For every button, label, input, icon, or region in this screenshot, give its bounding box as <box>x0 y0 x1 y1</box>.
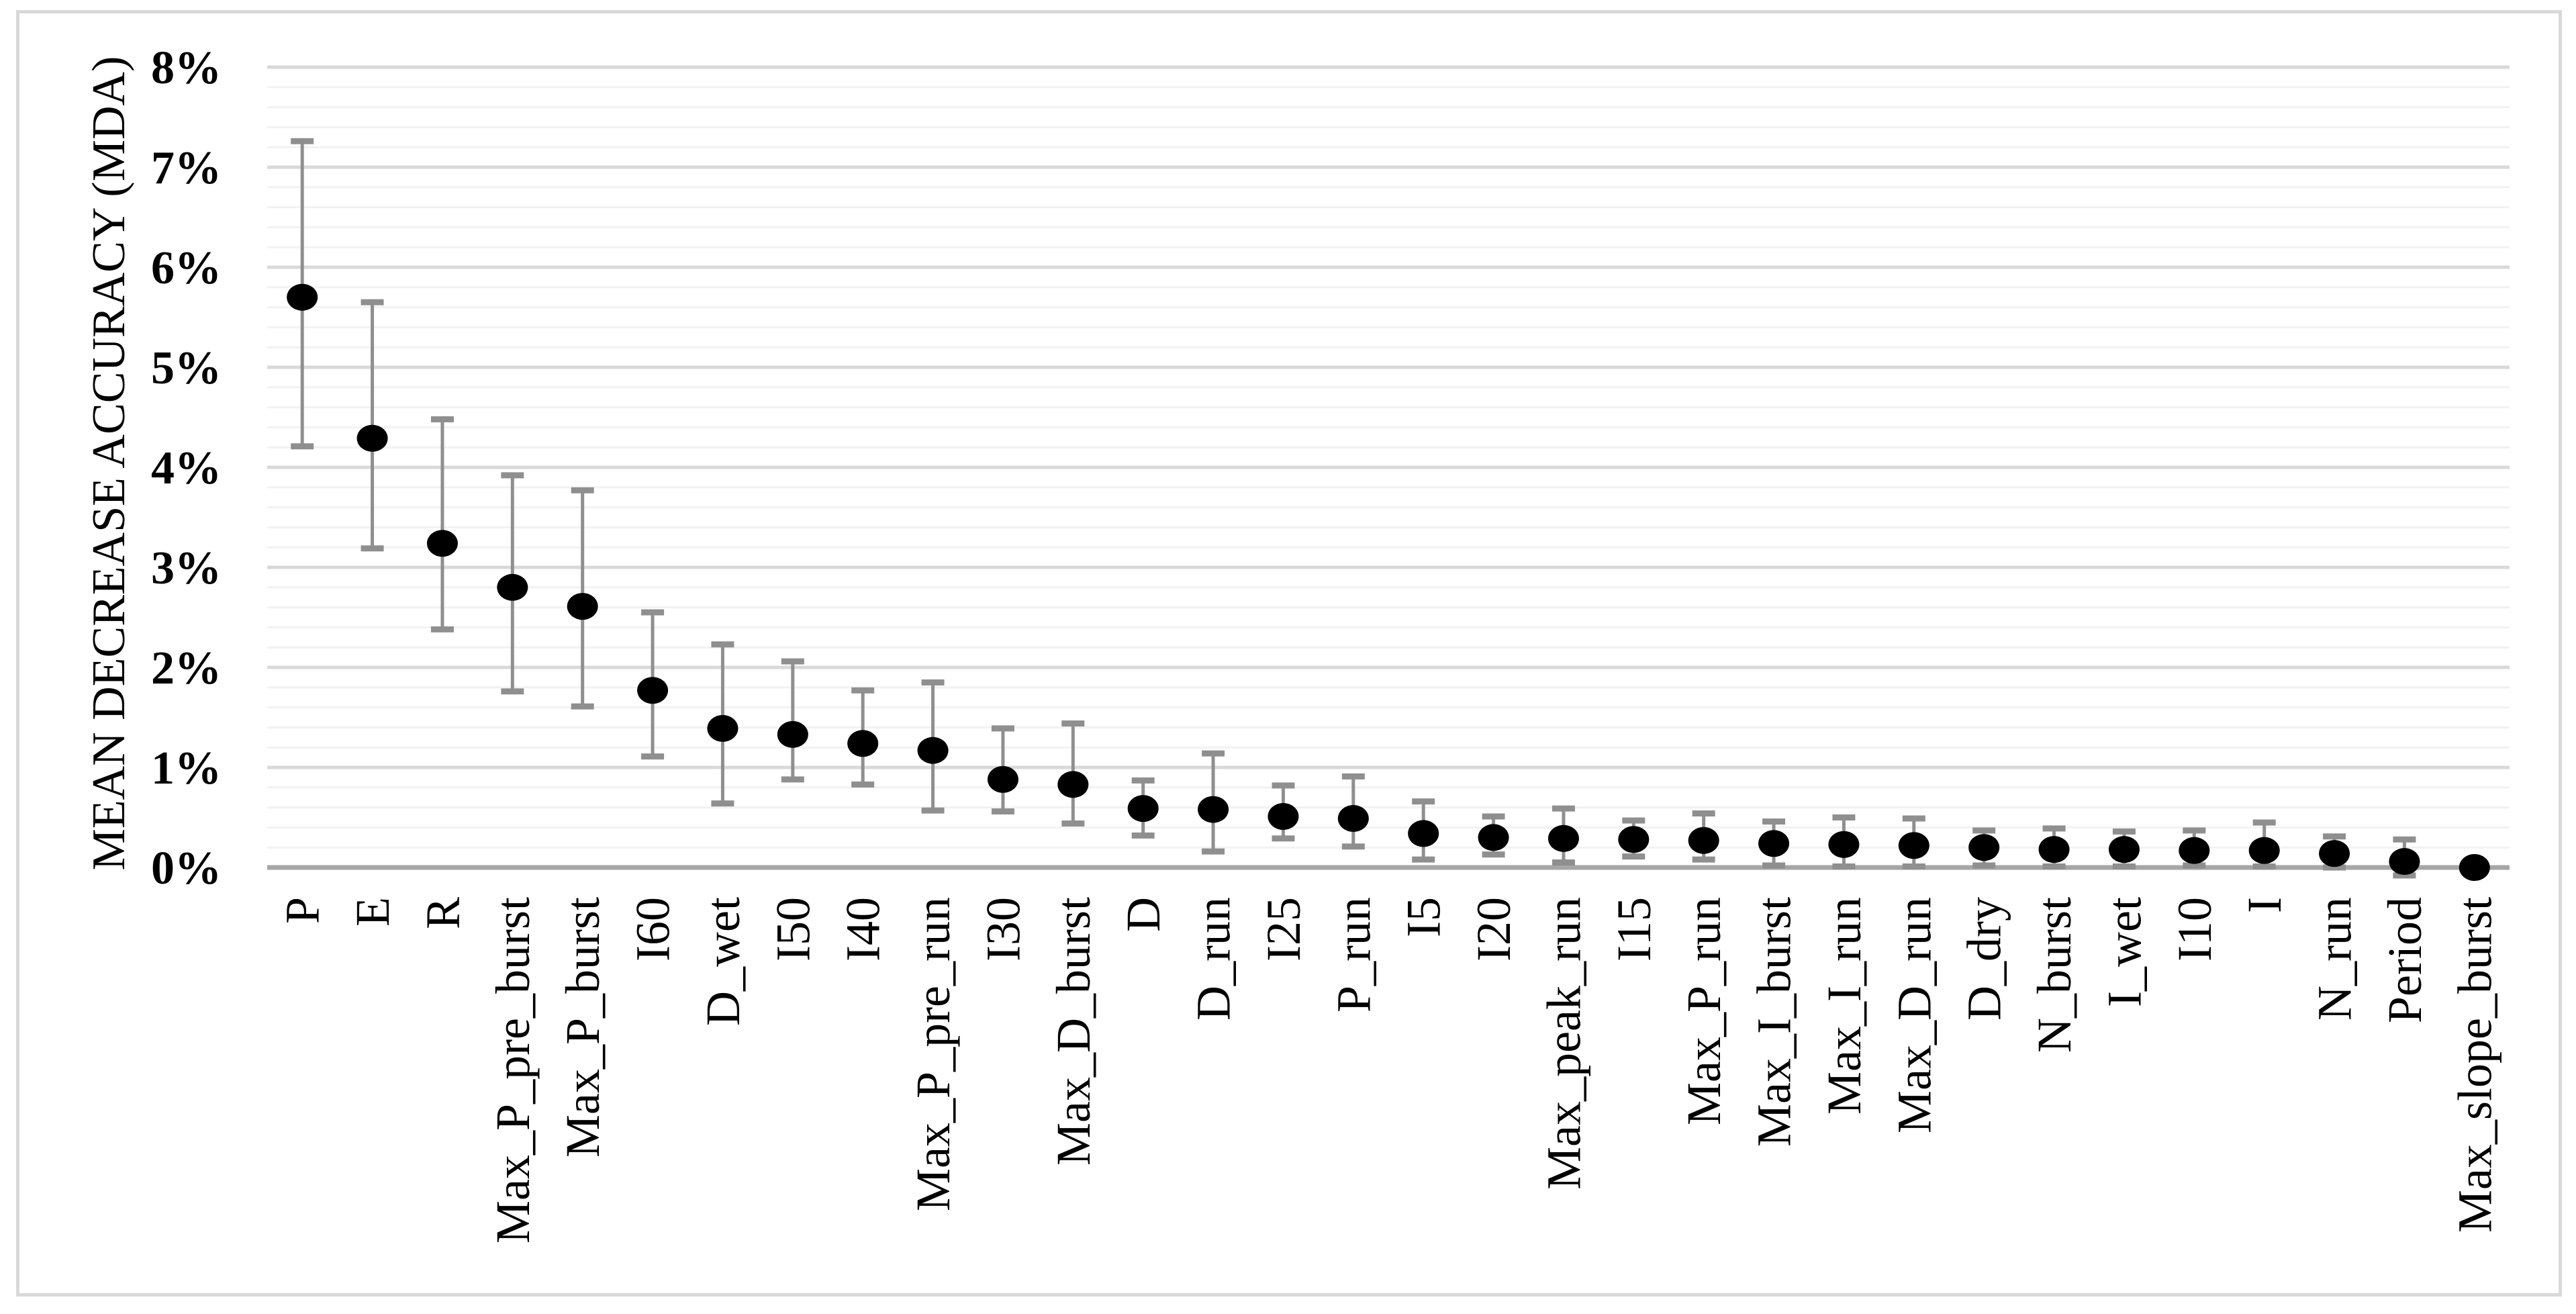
data-point <box>2248 837 2280 864</box>
minor-gridlines <box>267 86 2510 849</box>
x-category-label: D <box>1116 897 1170 932</box>
x-category-label: I10 <box>2168 897 2222 961</box>
x-category-label: I30 <box>976 897 1030 961</box>
x-category-label: Max_P_pre_burst <box>486 897 540 1243</box>
x-category-label: I25 <box>1257 897 1310 961</box>
x-category-label: N_burst <box>2028 897 2081 1053</box>
data-point <box>1618 826 1650 853</box>
x-category-label: R <box>416 897 469 929</box>
x-category-label: I50 <box>766 897 820 961</box>
data-point <box>1127 795 1159 823</box>
x-category-label: I15 <box>1607 897 1661 961</box>
chart-border-frame <box>16 10 2562 1297</box>
x-category-label: N_run <box>2308 897 2362 1021</box>
x-category-label: Period <box>2378 897 2432 1023</box>
data-point <box>1968 834 2000 861</box>
x-category-label: Max_P_pre_run <box>906 897 960 1211</box>
x-axis-category-labels: P E R Max_P_pre_burst Max_P_burst I60 D_wet I50… <box>276 897 2502 1243</box>
data-point <box>917 737 949 764</box>
data-point <box>287 283 318 311</box>
x-category-label: I5 <box>1397 897 1451 937</box>
data-point <box>707 714 738 742</box>
data-point <box>1547 825 1579 852</box>
data-point <box>987 765 1018 793</box>
y-tick-label: 7% <box>151 142 222 194</box>
y-tick-label: 1% <box>151 743 222 794</box>
y-tick-label: 5% <box>151 342 222 394</box>
y-axis-tick-labels: 0% 1% 2% 3% 4% 5% 6% 7% 8% <box>151 42 222 894</box>
x-category-label: D_run <box>1187 897 1241 1021</box>
y-tick-label: 6% <box>151 242 222 294</box>
x-category-label: Max_P_burst <box>556 897 610 1158</box>
error-bar <box>781 658 804 783</box>
x-category-label: Max_I_burst <box>1748 897 1801 1147</box>
data-point <box>2108 836 2140 863</box>
data-point <box>1828 831 1860 858</box>
y-axis-title: MEAN DECREASE ACCURACY (MDA) <box>83 56 135 871</box>
data-point <box>567 593 598 620</box>
data-point <box>497 573 528 601</box>
data-point <box>1408 820 1439 847</box>
x-category-label: Max_P_run <box>1677 897 1731 1125</box>
x-category-label: P_run <box>1327 897 1380 1013</box>
x-category-label: Max_D_burst <box>1047 897 1100 1166</box>
x-category-label: I60 <box>626 897 680 961</box>
y-tick-label: 3% <box>151 543 222 594</box>
y-tick-label: 4% <box>151 442 222 494</box>
x-category-label: I <box>2238 897 2291 913</box>
data-point <box>1758 830 1790 857</box>
data-point <box>637 677 669 704</box>
data-point <box>356 424 388 452</box>
data-point <box>1057 771 1089 798</box>
data-point <box>2319 840 2350 867</box>
major-gridlines <box>267 65 2510 769</box>
data-point <box>1268 803 1299 831</box>
x-category-label: Max_slope_burst <box>2448 897 2501 1233</box>
x-category-label: I_wet <box>2097 897 2151 1007</box>
y-tick-label: 8% <box>151 42 222 94</box>
x-category-label: Max_I_run <box>1817 897 1871 1115</box>
data-point <box>847 730 879 757</box>
data-point <box>777 720 808 748</box>
data-point <box>2038 836 2070 863</box>
x-category-label: E <box>346 897 399 927</box>
x-category-label: I20 <box>1467 897 1521 961</box>
data-point <box>1198 796 1229 823</box>
data-point <box>426 530 458 557</box>
data-point <box>1478 824 1509 851</box>
data-point <box>1688 827 1719 854</box>
x-category-label: D_wet <box>696 897 750 1026</box>
y-tick-label: 2% <box>151 643 222 694</box>
y-tick-label: 0% <box>151 843 222 894</box>
data-point <box>2459 854 2490 881</box>
data-point <box>2389 848 2420 876</box>
x-category-label: D_dry <box>1958 897 2011 1021</box>
data-points <box>287 283 2490 881</box>
data-point <box>1898 832 1929 859</box>
data-point <box>1337 804 1369 832</box>
error-bar <box>430 416 454 632</box>
x-category-label: I40 <box>837 897 890 961</box>
x-category-label: P <box>276 897 330 924</box>
x-category-label: Max_peak_run <box>1537 897 1590 1190</box>
data-point <box>2179 837 2210 864</box>
x-category-label: Max_D_run <box>1887 897 1941 1133</box>
